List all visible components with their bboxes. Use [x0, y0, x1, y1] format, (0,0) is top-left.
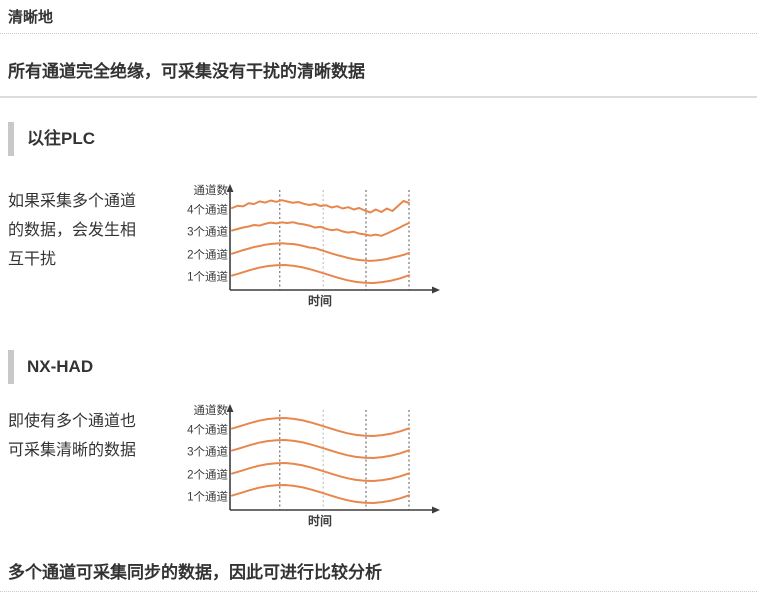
channel-curve: [231, 199, 410, 214]
dotted-divider-top: [0, 33, 757, 34]
section-heading-plc: 以往PLC: [8, 122, 757, 156]
channel-curve: [231, 264, 410, 284]
y-axis-arrow-icon: [226, 404, 234, 412]
dotted-divider-bottom: [0, 591, 757, 592]
y-axis-label: 通道数: [194, 403, 229, 417]
section-plc-text: 如果采集多个通道的数据，会发生相互干扰: [8, 193, 137, 268]
section-heading-nxhad: NX-HAD: [8, 350, 757, 384]
page-title: 清晰地: [8, 9, 54, 26]
channel-label: 2个通道: [187, 468, 228, 482]
channel-label: 4个通道: [187, 423, 228, 437]
channel-label: 1个通道: [187, 270, 228, 284]
channel-curve: [231, 242, 410, 262]
channel-label: 2个通道: [187, 248, 228, 262]
channel-curve: [231, 484, 410, 504]
channel-curve: [231, 439, 410, 459]
channel-label: 3个通道: [187, 445, 228, 459]
page-footer: 多个通道可采集同步的数据，因此可进行比较分析: [8, 563, 382, 582]
channel-label: 3个通道: [187, 225, 228, 239]
x-axis-label: 时间: [308, 513, 332, 528]
channel-curve: [231, 417, 410, 437]
section-nxhad-body: 即使有多个通道也可采集清晰的数据: [8, 400, 182, 465]
solid-divider: [0, 96, 757, 98]
channel-label: 1个通道: [187, 490, 228, 504]
y-axis-arrow-icon: [226, 184, 234, 192]
section-nxhad: 即使有多个通道也可采集清晰的数据 通道数 4个通道 3个通道 2个通道 1个通道时间: [8, 400, 757, 532]
y-axis-label: 通道数: [194, 183, 229, 197]
section-plc: 如果采集多个通道的数据，会发生相互干扰 通道数 4个通道 3个通道 2个通道 1个通道时…: [8, 180, 757, 312]
x-axis-arrow-icon: [432, 506, 440, 514]
page-subtitle: 所有通道完全绝缘，可采集没有干扰的清晰数据: [8, 62, 365, 81]
x-axis-arrow-icon: [432, 286, 440, 294]
section-nxhad-text: 即使有多个通道也可采集清晰的数据: [8, 413, 137, 459]
channel-curve: [231, 221, 410, 237]
x-axis-label: 时间: [308, 293, 332, 308]
channel-curve: [231, 462, 410, 482]
section-plc-body: 如果采集多个通道的数据，会发生相互干扰: [8, 180, 182, 274]
channel-label: 4个通道: [187, 203, 228, 217]
